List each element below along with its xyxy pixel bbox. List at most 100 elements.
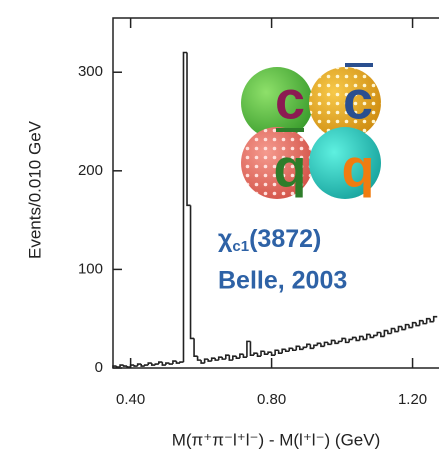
- histogram-bin: [274, 349, 279, 356]
- state-symbol: χ: [218, 225, 233, 253]
- quark-label: c: [343, 70, 373, 130]
- histogram-bin: [284, 349, 290, 353]
- histogram-bin: [422, 320, 427, 325]
- histogram-bin: [418, 319, 424, 326]
- histogram-bin: [351, 336, 357, 340]
- quark-ball: [309, 127, 381, 199]
- histogram-bin: [281, 348, 286, 354]
- state-subscript: c1: [232, 238, 249, 255]
- histogram-bin: [203, 358, 209, 364]
- histogram-bin: [429, 318, 434, 323]
- histogram-bin: [263, 351, 269, 355]
- histogram-bin: [235, 356, 240, 359]
- y-tick-label: 300: [78, 63, 103, 80]
- histogram-bin: [165, 362, 170, 366]
- histogram-bin: [228, 355, 233, 361]
- histogram-bin: [380, 332, 385, 338]
- histogram-bin: [373, 334, 378, 338]
- histogram-bin: [224, 354, 230, 360]
- histogram-bin: [246, 340, 251, 358]
- histogram-bin: [425, 317, 431, 324]
- histogram-bin: [221, 357, 226, 360]
- histogram-bin: [193, 338, 198, 357]
- histogram-bin: [179, 361, 184, 364]
- histogram-bin: [260, 350, 265, 357]
- histogram-bin: [207, 359, 212, 362]
- histogram-bin: [136, 363, 142, 367]
- histogram-bin: [397, 325, 402, 332]
- state-label: χc1(3872): [218, 225, 321, 255]
- histogram-bin: [217, 356, 223, 361]
- histogram-bin: [369, 334, 374, 339]
- x-tick-label: 0.80: [257, 391, 286, 408]
- histogram-bin: [210, 357, 216, 362]
- quark-ball-dots: [241, 127, 313, 199]
- histogram-bin: [175, 361, 180, 364]
- histogram-bin: [387, 330, 392, 335]
- histogram-bin: [239, 353, 244, 359]
- histogram-bin: [172, 360, 177, 365]
- histogram-bin: [161, 362, 166, 366]
- histogram-bin: [143, 364, 149, 367]
- histogram-bin: [253, 352, 258, 356]
- histogram-bin: [355, 337, 360, 342]
- histogram-bin: [115, 366, 121, 368]
- histogram-bin: [411, 321, 417, 328]
- histogram-bin: [394, 328, 399, 333]
- histogram-bin: [408, 324, 413, 329]
- quark-ball: [241, 67, 313, 139]
- histogram-bin: [341, 337, 346, 342]
- histogram-bin: [330, 339, 336, 345]
- histogram-bin: [232, 355, 237, 361]
- histogram-bin: [168, 363, 173, 365]
- histogram-bin: [404, 323, 410, 330]
- histogram-bin: [432, 315, 438, 322]
- histogram-bin: [320, 343, 325, 348]
- quark-label: q: [274, 138, 307, 198]
- histogram-bin: [186, 52, 191, 207]
- note: Belle, 2003: [218, 267, 347, 295]
- histogram-bin: [302, 346, 307, 350]
- x-tick-label: 1.20: [398, 391, 427, 408]
- histogram-bin: [200, 360, 205, 364]
- state-mass: (3872): [249, 225, 321, 253]
- histogram-bin: [242, 354, 247, 358]
- quark-label: c: [275, 70, 305, 130]
- histogram-bin: [383, 329, 388, 337]
- histogram-bin: [316, 342, 321, 346]
- histogram-bin: [112, 365, 117, 368]
- histogram-bin: [362, 336, 367, 341]
- histogram-bin: [129, 364, 135, 368]
- histogram-bin: [256, 353, 262, 357]
- histogram-bin: [277, 350, 283, 355]
- histogram-bin: [119, 364, 124, 368]
- histogram-bin: [358, 335, 364, 341]
- histogram-bin: [140, 364, 145, 367]
- y-tick-label: 100: [78, 260, 103, 277]
- histogram-bin: [344, 338, 350, 344]
- histogram-bin: [313, 344, 318, 349]
- histogram-bin: [337, 340, 343, 344]
- histogram-bin: [334, 340, 339, 345]
- y-tick-label: 0: [95, 359, 103, 376]
- histogram-bin: [126, 366, 131, 368]
- histogram-bin: [214, 358, 219, 361]
- y-axis-title: Events/0.010 GeV: [25, 120, 44, 259]
- histogram-bin: [327, 342, 332, 346]
- histogram-bin: [133, 365, 138, 367]
- x-axis-title: M(π⁺π⁻l⁺l⁻) - M(l⁺l⁻) (GeV): [172, 430, 381, 449]
- histogram-bin: [401, 326, 406, 331]
- histogram-bin: [376, 331, 381, 336]
- histogram-bin: [267, 351, 272, 355]
- histogram-bin: [390, 327, 395, 334]
- quark-ball-dots: [309, 67, 381, 139]
- histogram-bin: [288, 347, 293, 352]
- histogram-bin: [323, 341, 328, 347]
- histogram-bin: [189, 205, 195, 340]
- histogram-bin: [150, 363, 156, 366]
- histogram-bin: [196, 356, 202, 361]
- histogram-bin: [415, 322, 420, 327]
- histogram-bin: [147, 362, 152, 366]
